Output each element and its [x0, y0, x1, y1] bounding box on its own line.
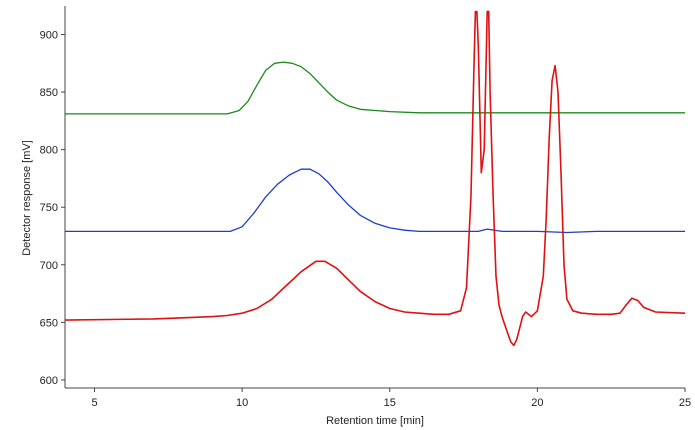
y-axis-title: Detector response [mV] — [21, 140, 33, 256]
y-tick-label: 800 — [40, 145, 58, 157]
y-tick-label: 600 — [40, 375, 58, 387]
green-trace — [65, 61, 685, 115]
y-tick-label: 900 — [40, 29, 58, 41]
y-axis-ticks: 600 650 700 750 800 850 900 — [40, 29, 65, 387]
red-trace — [65, 10, 685, 347]
x-axis-title: Retention time [min] — [326, 415, 424, 427]
x-axis-ticks: 5 10 15 20 25 — [91, 388, 691, 409]
blue-trace — [65, 168, 685, 234]
y-tick-label: 750 — [40, 202, 58, 214]
y-tick-label: 650 — [40, 317, 58, 329]
x-tick-label: 10 — [236, 397, 248, 409]
x-tick-label: 5 — [91, 397, 97, 409]
x-tick-label: 25 — [679, 397, 691, 409]
x-tick-label: 15 — [384, 397, 396, 409]
y-tick-label: 850 — [40, 87, 58, 99]
trace-lines — [65, 10, 685, 347]
plot-axes — [64, 6, 685, 389]
x-tick-label: 20 — [531, 397, 543, 409]
y-tick-label: 700 — [40, 260, 58, 272]
